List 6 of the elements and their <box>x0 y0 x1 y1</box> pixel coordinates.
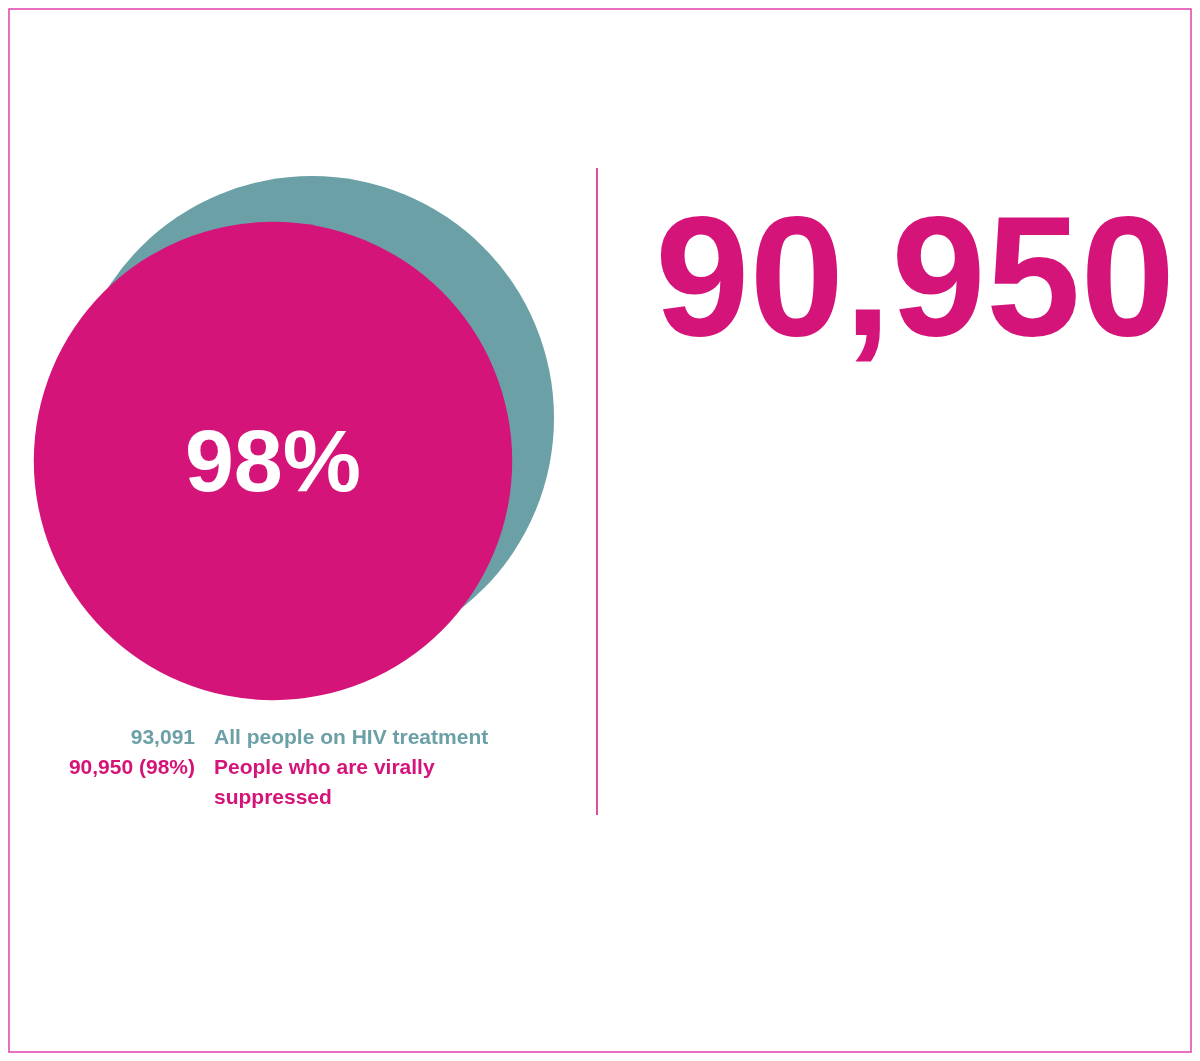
text: 90,950 <box>655 181 1175 371</box>
category-label: All people on HIV treatment <box>214 725 489 748</box>
category-label: People who are virally suppressed <box>214 755 435 808</box>
data-label: 90,950 (98%) <box>68 755 195 778</box>
text: 98% <box>184 411 362 510</box>
data-label: 93,091 <box>130 725 196 748</box>
